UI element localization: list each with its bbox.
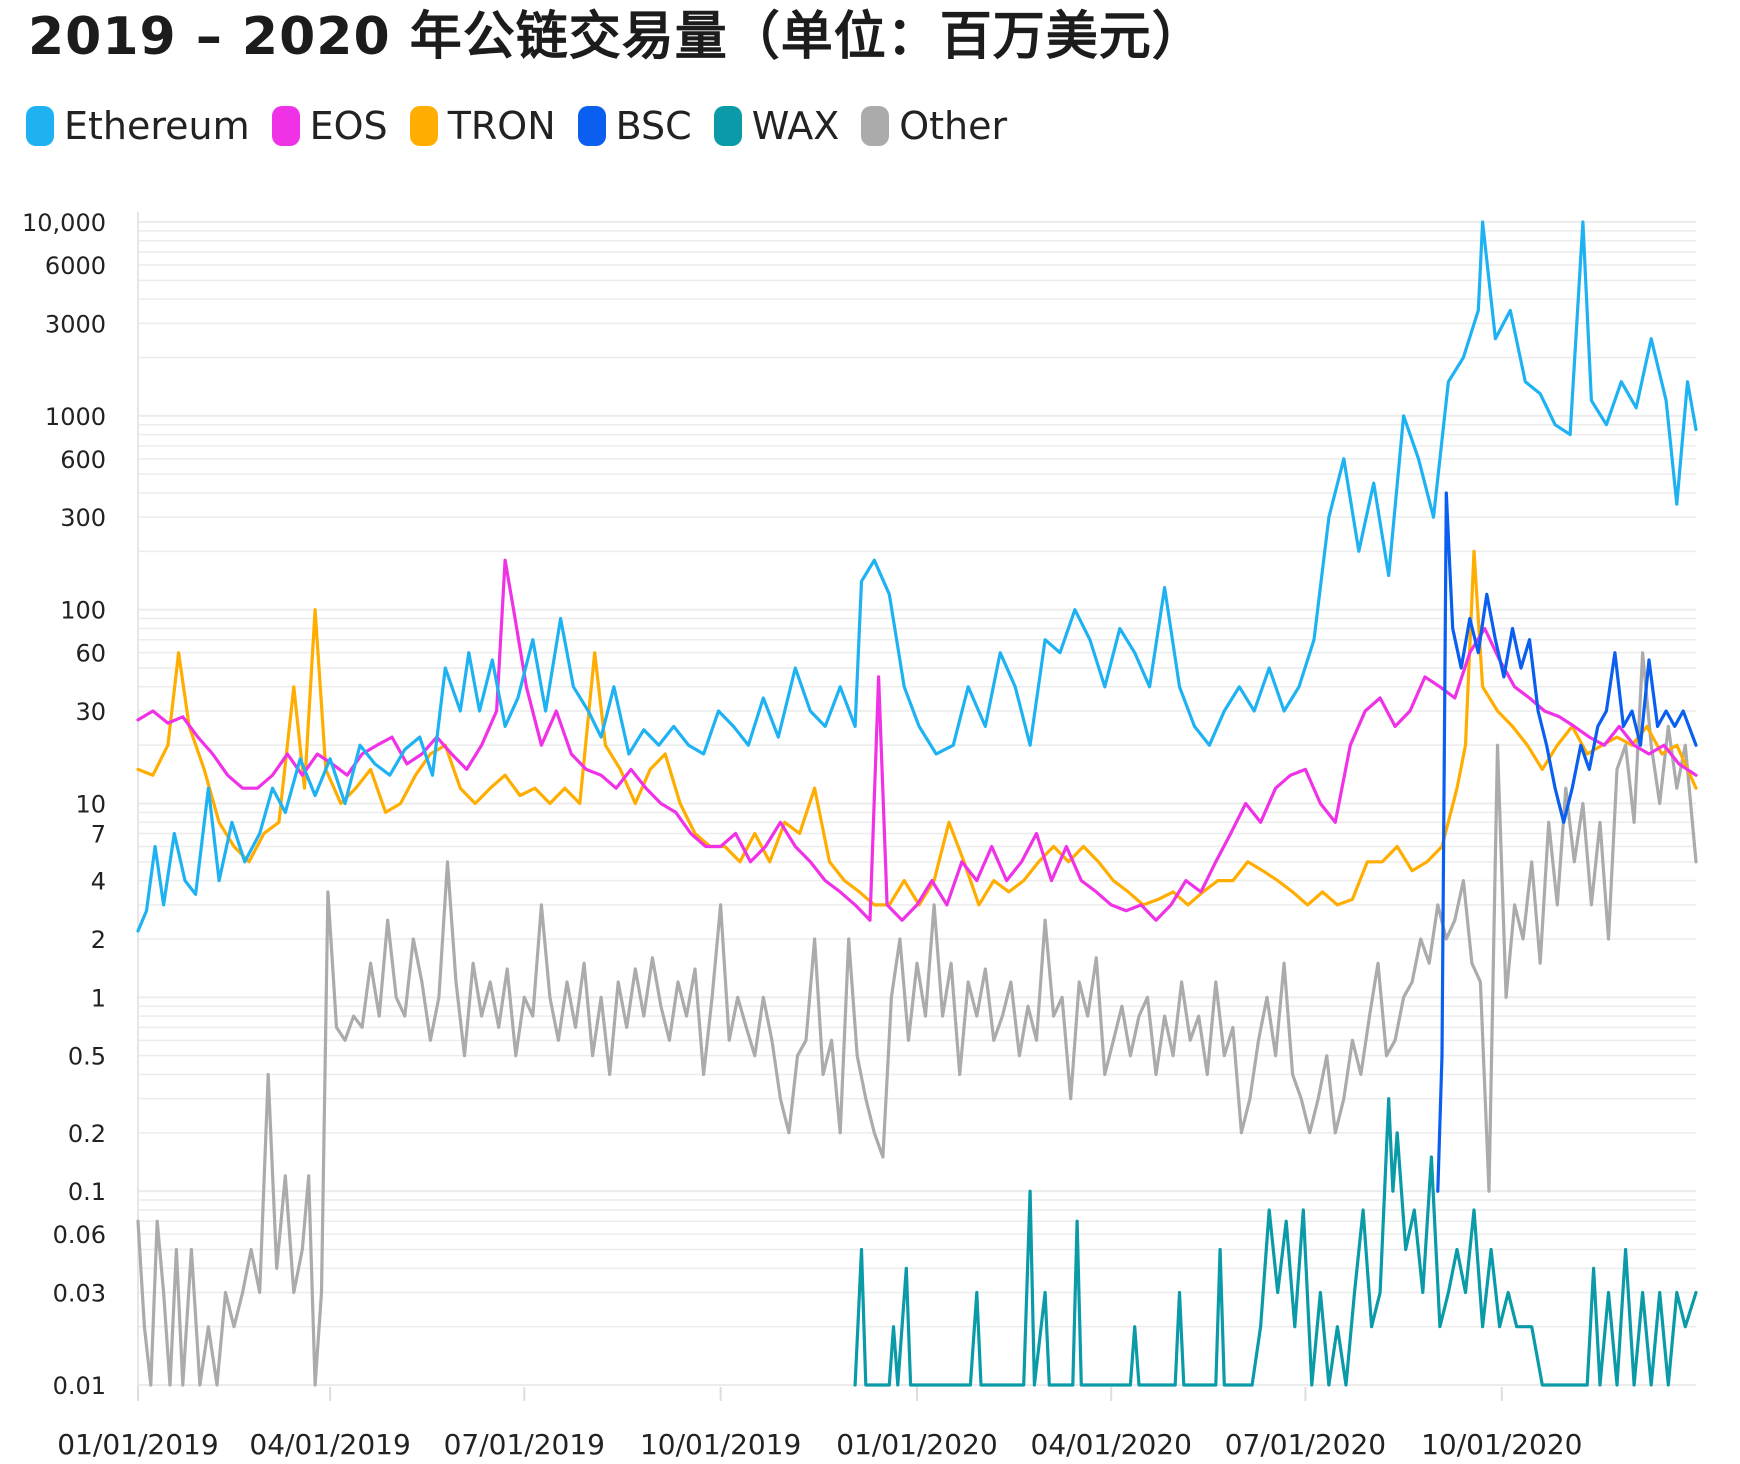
- x-tick-label: 10/01/2019: [640, 1428, 801, 1461]
- y-tick-label: 1: [91, 984, 106, 1012]
- series-line-eos: [136, 558, 1698, 922]
- grid-lines: [138, 221, 1696, 1386]
- legend-swatch: [26, 106, 54, 146]
- legend-item-wax[interactable]: WAX: [713, 104, 840, 148]
- y-tick-label: 60: [75, 640, 106, 668]
- series-line-bsc: [1436, 491, 1698, 1193]
- series-line-tron: [136, 549, 1698, 907]
- legend-label: Other: [899, 104, 1008, 148]
- legend-item-tron[interactable]: TRON: [409, 104, 556, 148]
- x-tick-label: 01/01/2019: [57, 1428, 218, 1461]
- y-tick-label: 10: [75, 791, 106, 819]
- y-tick-label: 30: [75, 698, 106, 726]
- y-tick-label: 0.1: [68, 1178, 106, 1206]
- y-tick-label: 1000: [45, 403, 106, 431]
- legend-label: Ethereum: [64, 104, 250, 148]
- y-tick-label: 6000: [45, 252, 106, 280]
- y-tick-label: 100: [60, 597, 106, 625]
- legend-label: EOS: [309, 104, 388, 148]
- series-line-ethereum: [136, 220, 1698, 933]
- legend-label: BSC: [615, 104, 692, 148]
- legend-label: TRON: [447, 104, 556, 148]
- x-tick-label: 07/01/2020: [1225, 1428, 1386, 1461]
- axes: 10,000 6000 3000 1000 600 300 100 60 30 107 4 2 1 0.5…: [22, 209, 1582, 1461]
- y-tick-label: 0.06: [53, 1221, 106, 1249]
- legend-swatch: [713, 106, 742, 146]
- legend-swatch: [409, 106, 438, 146]
- legend-swatch: [271, 106, 300, 146]
- series-line-other: [136, 651, 1698, 1387]
- legend-item-other[interactable]: Other: [861, 104, 1007, 148]
- y-tick-label: 10,000: [22, 209, 106, 237]
- legend-swatch: [577, 106, 606, 146]
- x-tick-label: 07/01/2019: [444, 1428, 605, 1461]
- y-tick-label: 0.01: [53, 1372, 106, 1400]
- series-line-wax: [853, 1097, 1698, 1387]
- legend-item-eos[interactable]: EOS: [271, 104, 388, 148]
- y-tick-label: 600: [60, 446, 106, 474]
- x-tick-label: 10/01/2020: [1421, 1428, 1582, 1461]
- y-tick-label: 4: [91, 868, 106, 896]
- y-tick-label: 3000: [45, 310, 106, 338]
- y-tick-label: 300: [60, 504, 106, 532]
- legend-item-ethereum[interactable]: Ethereum: [26, 104, 250, 148]
- y-tick-label: 0.2: [68, 1120, 106, 1148]
- y-tick-label: 7: [91, 821, 106, 849]
- y-tick-label: 0.03: [53, 1280, 106, 1308]
- y-tick-label: 2: [91, 926, 106, 954]
- chart-title: 2019 – 2020 年公链交易量（单位：百万美元）: [28, 7, 1205, 67]
- x-tick-label: 04/01/2020: [1031, 1428, 1192, 1461]
- legend-swatch: [861, 106, 890, 146]
- legend-item-bsc[interactable]: BSC: [577, 104, 692, 148]
- x-tick-label: 04/01/2019: [249, 1428, 410, 1461]
- legend-label: WAX: [751, 104, 840, 148]
- chart-legend: Ethereum EOS TRON BSC WAX Other: [26, 104, 1029, 148]
- series-lines: [136, 220, 1698, 1387]
- y-tick-label: 0.5: [68, 1043, 106, 1071]
- x-tick-label: 01/01/2020: [836, 1428, 997, 1461]
